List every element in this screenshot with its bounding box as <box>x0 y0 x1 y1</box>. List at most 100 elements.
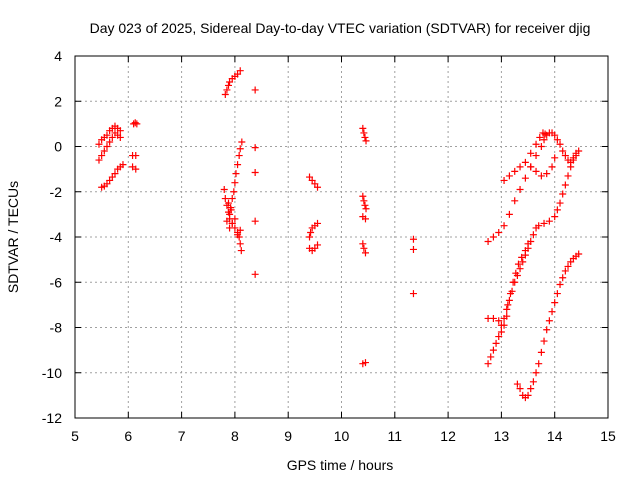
axis-ticks <box>74 55 609 419</box>
data-point-marker <box>564 172 572 180</box>
data-point-marker <box>556 199 564 207</box>
data-point-marker <box>516 185 524 193</box>
data-point-marker <box>231 179 239 187</box>
data-point-marker <box>527 163 535 171</box>
data-point-marker <box>556 140 564 148</box>
data-point-marker <box>516 163 524 171</box>
series-arc-f3 <box>527 154 559 180</box>
y-tick-label: -2 <box>50 184 63 200</box>
data-point-marker <box>223 86 231 94</box>
data-point-marker <box>225 81 233 89</box>
data-point-marker <box>236 240 244 248</box>
data-point-marker <box>500 176 508 184</box>
data-point-marker <box>492 339 500 347</box>
data-point-marker <box>230 188 238 196</box>
data-point-marker <box>505 296 513 304</box>
grid-lines <box>75 56 608 418</box>
data-point-marker <box>512 269 520 277</box>
series-arc-a4 <box>129 119 141 173</box>
data-point-marker <box>361 215 369 223</box>
data-point-marker <box>409 235 417 243</box>
data-point-marker <box>360 129 368 137</box>
data-point-marker <box>535 360 543 368</box>
series-arc-a1 <box>95 122 124 148</box>
data-point-marker <box>516 385 524 393</box>
y-axis-label: SDTVAR / TECUs <box>5 181 21 293</box>
y-tick-label: -8 <box>50 320 63 336</box>
data-point-marker <box>236 145 244 153</box>
data-point-marker <box>541 130 549 138</box>
data-point-marker <box>521 174 529 182</box>
data-point-marker <box>409 290 417 298</box>
series-arc-e1 <box>409 235 417 298</box>
series-arc-f6 <box>513 250 583 402</box>
data-point-marker <box>361 201 369 209</box>
series-arc-f2 <box>500 129 549 184</box>
data-point-marker <box>551 213 559 221</box>
data-point-marker <box>359 124 367 132</box>
series-arc-d1 <box>359 124 370 145</box>
data-point-marker <box>505 172 513 180</box>
series-arc-a2 <box>95 129 124 164</box>
data-point-marker <box>116 127 124 135</box>
data-point-marker <box>559 147 567 155</box>
data-point-marker <box>537 143 545 150</box>
data-point-marker <box>489 314 497 322</box>
x-tick-labels: 5 6 7 8 9 10 11 12 13 14 15 <box>71 428 616 444</box>
data-point-marker <box>236 67 244 75</box>
data-point-marker <box>228 219 236 227</box>
x-tick-label: 15 <box>600 428 616 444</box>
series-arc-c2 <box>306 219 322 255</box>
data-point-marker <box>231 215 239 223</box>
data-point-marker <box>223 217 231 225</box>
data-point-marker <box>314 241 322 249</box>
data-point-marker <box>116 133 124 141</box>
data-point-marker <box>514 260 522 268</box>
data-point-marker <box>225 199 233 207</box>
data-point-marker <box>503 312 511 320</box>
data-point-marker <box>314 183 322 191</box>
data-point-marker <box>561 152 569 160</box>
data-point-marker <box>489 346 497 354</box>
data-point-marker <box>106 138 114 146</box>
data-point-marker <box>95 156 103 164</box>
data-point-marker <box>495 228 503 236</box>
data-point-marker <box>529 231 537 239</box>
data-point-marker <box>132 165 140 173</box>
data-point-marker <box>484 238 492 246</box>
data-point-marker <box>548 308 556 316</box>
data-point-marker <box>236 226 244 234</box>
data-point-marker <box>133 120 141 128</box>
data-point-marker <box>521 247 529 255</box>
data-point-marker <box>553 136 561 144</box>
data-point-marker <box>556 281 564 289</box>
data-point-marker <box>487 353 495 361</box>
y-tick-label: 2 <box>54 93 62 109</box>
x-tick-label: 7 <box>178 428 186 444</box>
data-point-marker <box>234 231 242 239</box>
data-point-marker <box>503 305 511 313</box>
data-point-marker <box>540 219 548 227</box>
data-point-marker <box>237 247 245 255</box>
data-point-marker <box>521 158 529 166</box>
data-point-marker <box>235 152 243 160</box>
data-point-marker <box>132 152 140 160</box>
data-point-marker <box>500 222 508 230</box>
data-point-marker <box>553 206 561 214</box>
data-point-marker <box>519 258 527 266</box>
data-point-marker <box>540 337 548 345</box>
data-point-marker <box>497 328 505 336</box>
data-point-marker <box>131 119 139 127</box>
data-point-marker <box>511 167 519 175</box>
data-point-marker <box>119 161 127 169</box>
x-tick-label: 6 <box>124 428 132 444</box>
data-point-marker <box>532 167 540 175</box>
data-point-marker <box>495 317 503 325</box>
series-arc-c1 <box>306 173 322 191</box>
data-point-marker <box>314 219 322 227</box>
data-point-marker <box>251 86 259 94</box>
x-tick-label: 11 <box>388 428 403 444</box>
data-point-marker <box>361 249 369 257</box>
data-point-marker <box>569 156 577 164</box>
series-arc-f1 <box>484 129 580 246</box>
